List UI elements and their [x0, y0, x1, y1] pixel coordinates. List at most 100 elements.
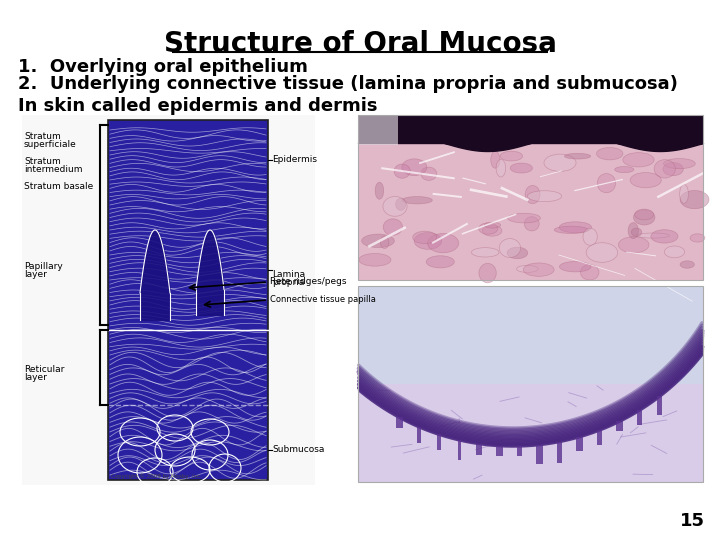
Ellipse shape: [618, 237, 649, 253]
Text: Epidermis: Epidermis: [272, 156, 317, 165]
Bar: [517, 446, 522, 456]
Bar: [108, 120, 268, 480]
Ellipse shape: [499, 239, 521, 258]
Ellipse shape: [361, 234, 395, 247]
Bar: [358, 115, 703, 280]
Ellipse shape: [516, 266, 538, 272]
Ellipse shape: [663, 163, 683, 176]
Text: Copyright © 2009 by Mosby, Inc.: Copyright © 2009 by Mosby, Inc.: [111, 474, 202, 479]
Ellipse shape: [623, 153, 654, 167]
Ellipse shape: [413, 231, 437, 244]
Bar: [358, 286, 703, 482]
Ellipse shape: [635, 209, 654, 220]
Ellipse shape: [380, 236, 389, 248]
Ellipse shape: [631, 228, 642, 237]
Ellipse shape: [508, 213, 541, 223]
Bar: [358, 286, 703, 384]
Text: In skin called epidermis and dermis: In skin called epidermis and dermis: [18, 97, 377, 115]
Ellipse shape: [630, 173, 661, 188]
Text: Papillary: Papillary: [24, 262, 63, 271]
Bar: [597, 430, 603, 445]
Bar: [458, 440, 461, 461]
Ellipse shape: [628, 222, 639, 239]
Bar: [22, 115, 315, 485]
Text: Stratum basale: Stratum basale: [24, 182, 94, 191]
Ellipse shape: [523, 263, 554, 276]
Ellipse shape: [651, 230, 678, 243]
Ellipse shape: [564, 153, 590, 159]
Ellipse shape: [544, 154, 576, 171]
Text: layer: layer: [24, 373, 47, 382]
Ellipse shape: [583, 228, 598, 245]
Ellipse shape: [680, 185, 688, 204]
Bar: [396, 417, 403, 428]
Bar: [536, 444, 543, 464]
Bar: [358, 286, 703, 482]
Ellipse shape: [597, 173, 616, 193]
Text: Lamina: Lamina: [272, 270, 305, 279]
Ellipse shape: [554, 226, 588, 233]
Text: Reticular: Reticular: [24, 365, 64, 374]
Text: Connective tissue papilla: Connective tissue papilla: [270, 295, 376, 305]
Ellipse shape: [525, 185, 540, 204]
Ellipse shape: [359, 253, 391, 266]
Ellipse shape: [680, 261, 694, 268]
Ellipse shape: [491, 151, 500, 168]
Text: Stratum: Stratum: [24, 157, 60, 166]
Ellipse shape: [426, 256, 454, 268]
Bar: [358, 115, 398, 145]
Ellipse shape: [383, 219, 402, 235]
Ellipse shape: [559, 222, 592, 233]
Text: Rete ridges/pegs: Rete ridges/pegs: [270, 278, 346, 287]
Ellipse shape: [479, 264, 496, 283]
Ellipse shape: [482, 225, 502, 236]
Ellipse shape: [420, 167, 437, 180]
Ellipse shape: [479, 223, 498, 234]
Ellipse shape: [500, 151, 523, 161]
Ellipse shape: [634, 210, 655, 225]
Ellipse shape: [402, 159, 427, 176]
Bar: [576, 437, 582, 451]
Ellipse shape: [528, 191, 562, 201]
Bar: [437, 434, 441, 450]
Ellipse shape: [394, 164, 410, 178]
Bar: [496, 446, 503, 456]
Bar: [358, 115, 703, 280]
Bar: [557, 442, 562, 463]
Ellipse shape: [615, 166, 634, 173]
Ellipse shape: [664, 159, 696, 168]
Ellipse shape: [383, 197, 407, 216]
Bar: [637, 410, 642, 426]
Ellipse shape: [428, 233, 459, 253]
Ellipse shape: [496, 159, 505, 177]
Text: Structure of Oral Mucosa: Structure of Oral Mucosa: [163, 30, 557, 58]
Ellipse shape: [680, 191, 709, 208]
Ellipse shape: [690, 234, 705, 242]
Ellipse shape: [375, 183, 384, 199]
Text: 1.  Overlying oral epithelium: 1. Overlying oral epithelium: [18, 58, 308, 76]
Ellipse shape: [654, 160, 675, 178]
Text: layer: layer: [24, 270, 47, 279]
Ellipse shape: [507, 247, 528, 259]
Ellipse shape: [524, 217, 539, 231]
Ellipse shape: [472, 248, 499, 257]
Ellipse shape: [414, 233, 441, 249]
Text: 15: 15: [680, 512, 705, 530]
Text: 2.  Underlying connective tissue (lamina propria and submucosa): 2. Underlying connective tissue (lamina …: [18, 75, 678, 93]
Bar: [358, 115, 703, 143]
Bar: [657, 396, 662, 415]
Text: intermedium: intermedium: [24, 165, 83, 174]
Text: superficiale: superficiale: [24, 140, 77, 149]
Bar: [616, 421, 623, 431]
Ellipse shape: [580, 265, 599, 280]
Ellipse shape: [596, 147, 623, 160]
Ellipse shape: [510, 163, 533, 173]
Ellipse shape: [637, 233, 670, 238]
Ellipse shape: [402, 197, 432, 204]
Text: Stratum: Stratum: [24, 132, 60, 141]
Bar: [418, 427, 421, 443]
Text: propria: propria: [272, 278, 305, 287]
Text: Submucosa: Submucosa: [272, 446, 325, 455]
Bar: [477, 444, 482, 455]
Ellipse shape: [485, 222, 500, 228]
